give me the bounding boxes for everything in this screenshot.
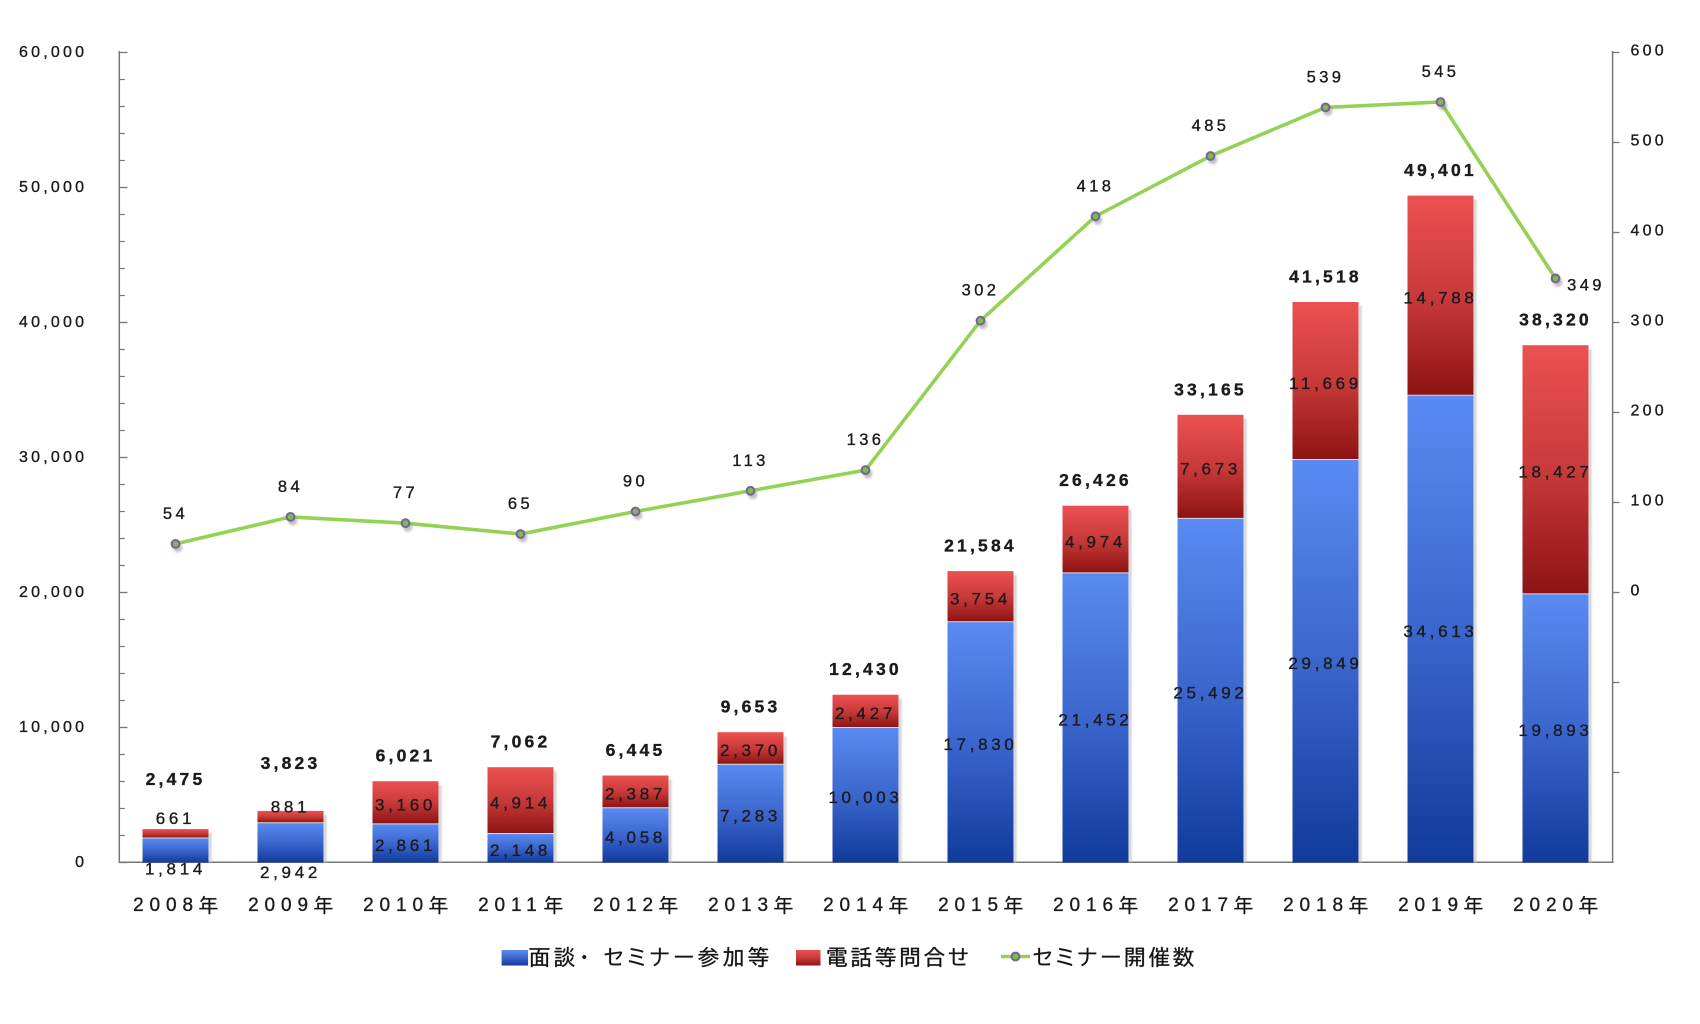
svg-text:200: 200 <box>1631 403 1667 420</box>
svg-text:33,165: 33,165 <box>1174 379 1247 399</box>
svg-text:41,518: 41,518 <box>1289 267 1362 287</box>
svg-text:539: 539 <box>1307 68 1345 86</box>
svg-text:2,427: 2,427 <box>835 704 896 723</box>
svg-text:50,000: 50,000 <box>19 179 87 196</box>
svg-text:2,942: 2,942 <box>260 863 321 882</box>
svg-text:7,673: 7,673 <box>1180 460 1241 479</box>
svg-text:3,823: 3,823 <box>261 753 321 773</box>
svg-text:29,849: 29,849 <box>1288 654 1362 673</box>
svg-text:1,814: 1,814 <box>145 860 206 879</box>
svg-text:90: 90 <box>623 473 648 491</box>
svg-text:2,475: 2,475 <box>146 769 206 789</box>
svg-text:12,430: 12,430 <box>829 659 902 679</box>
svg-text:136: 136 <box>847 431 885 449</box>
svg-text:3,754: 3,754 <box>950 590 1011 609</box>
svg-text:34,613: 34,613 <box>1403 622 1477 641</box>
svg-text:49,401: 49,401 <box>1404 160 1477 180</box>
svg-text:2018: 2018 <box>1283 895 1349 916</box>
svg-text:500: 500 <box>1631 133 1667 150</box>
svg-text:14,788: 14,788 <box>1403 288 1477 307</box>
svg-text:77: 77 <box>393 484 418 502</box>
svg-text:4,914: 4,914 <box>490 793 551 812</box>
svg-text:2012: 2012 <box>593 895 659 916</box>
svg-text:545: 545 <box>1422 63 1460 81</box>
svg-text:38,320: 38,320 <box>1519 310 1592 330</box>
svg-text:10,003: 10,003 <box>828 788 902 807</box>
svg-text:2,148: 2,148 <box>490 841 551 860</box>
svg-text:54: 54 <box>163 505 188 523</box>
svg-text:17,830: 17,830 <box>943 735 1017 754</box>
svg-text:0: 0 <box>75 854 87 871</box>
svg-text:4,058: 4,058 <box>605 828 666 847</box>
svg-text:2011: 2011 <box>478 895 542 916</box>
svg-text:10,000: 10,000 <box>19 719 87 736</box>
svg-text:2016: 2016 <box>1053 895 1119 916</box>
svg-text:7,062: 7,062 <box>491 732 551 752</box>
svg-text:100: 100 <box>1631 493 1667 510</box>
svg-text:60,000: 60,000 <box>19 44 87 61</box>
svg-text:400: 400 <box>1631 223 1667 240</box>
svg-text:26,426: 26,426 <box>1059 470 1132 490</box>
svg-text:661: 661 <box>156 809 195 828</box>
svg-text:2010: 2010 <box>363 895 429 916</box>
svg-text:300: 300 <box>1631 313 1667 330</box>
svg-text:84: 84 <box>278 478 303 496</box>
svg-text:7,283: 7,283 <box>720 806 781 825</box>
svg-text:2008: 2008 <box>133 895 199 916</box>
svg-text:4,974: 4,974 <box>1065 532 1126 551</box>
svg-text:40,000: 40,000 <box>19 314 87 331</box>
svg-text:113: 113 <box>732 452 769 470</box>
svg-text:2009: 2009 <box>248 895 314 916</box>
svg-text:2,861: 2,861 <box>375 836 436 855</box>
svg-text:6,445: 6,445 <box>606 740 666 760</box>
svg-text:2015: 2015 <box>938 895 1004 916</box>
svg-text:20,000: 20,000 <box>19 584 87 601</box>
svg-text:21,584: 21,584 <box>944 536 1017 556</box>
svg-text:0: 0 <box>1631 583 1643 600</box>
svg-text:21,452: 21,452 <box>1058 711 1132 730</box>
svg-text:30,000: 30,000 <box>19 449 87 466</box>
svg-text:2,387: 2,387 <box>605 785 666 804</box>
svg-text:600: 600 <box>1631 43 1667 60</box>
svg-text:18,427: 18,427 <box>1518 463 1592 482</box>
svg-text:485: 485 <box>1192 117 1230 135</box>
svg-text:3,160: 3,160 <box>375 796 436 815</box>
svg-text:6,021: 6,021 <box>376 746 436 766</box>
svg-text:25,492: 25,492 <box>1173 683 1247 702</box>
svg-text:2,370: 2,370 <box>720 741 781 760</box>
svg-text:11,669: 11,669 <box>1289 374 1362 393</box>
svg-text:2020: 2020 <box>1513 895 1579 916</box>
svg-text:2019: 2019 <box>1398 895 1464 916</box>
svg-text:881: 881 <box>271 798 310 817</box>
svg-text:9,653: 9,653 <box>721 697 781 717</box>
svg-text:65: 65 <box>508 495 533 513</box>
svg-text:302: 302 <box>962 282 1000 300</box>
svg-text:418: 418 <box>1077 177 1115 195</box>
svg-text:19,893: 19,893 <box>1518 721 1592 740</box>
svg-text:2017: 2017 <box>1168 895 1234 916</box>
svg-text:2013: 2013 <box>708 895 774 916</box>
svg-text:2014: 2014 <box>823 895 889 916</box>
svg-text:349: 349 <box>1567 277 1605 295</box>
